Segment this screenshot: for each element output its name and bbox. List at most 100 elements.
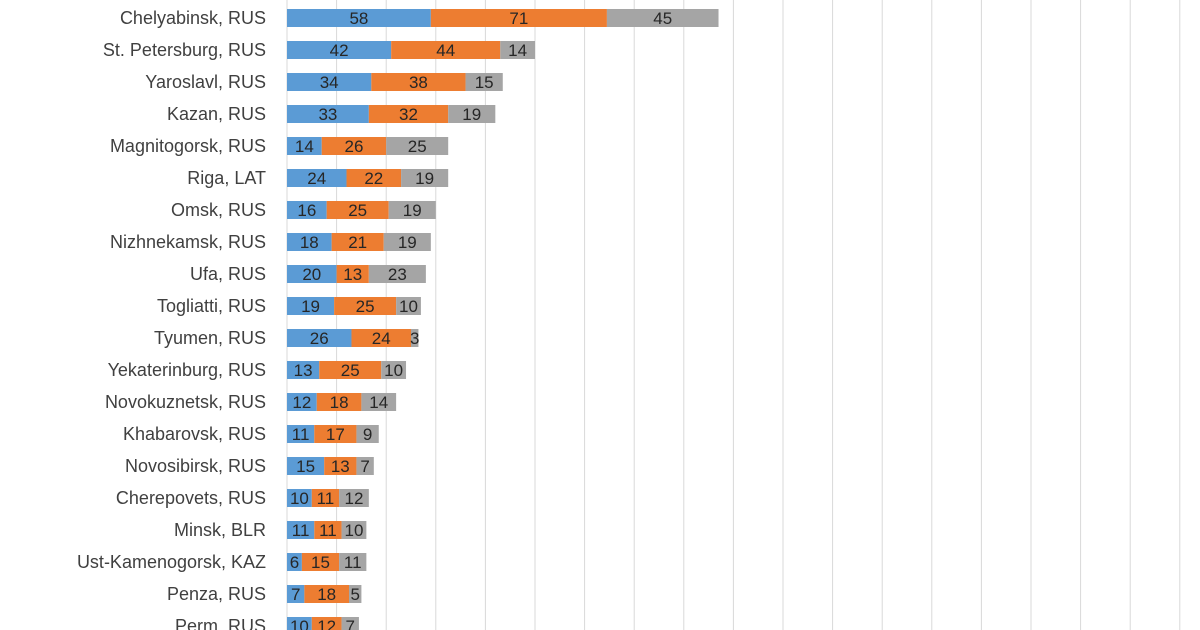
bar-segment [324,457,357,475]
data-label: 13 [343,265,362,284]
bar-segment [448,105,496,123]
bar-segment [287,265,337,283]
category-label: Yekaterinburg, RUS [108,360,266,380]
category-label: Novosibirsk, RUS [125,456,266,476]
data-label: 15 [311,553,330,572]
bar-segment [381,361,407,379]
category-label: Minsk, BLR [174,520,266,540]
bar-segment [287,73,372,91]
data-label: 32 [399,105,418,124]
bar-segment [346,169,402,187]
data-label: 13 [294,361,313,380]
bar-segment [396,297,421,315]
bar-segment [287,137,322,155]
category-label: Chelyabinsk, RUS [120,8,266,28]
bar-segment [430,9,607,27]
data-label: 58 [349,9,368,28]
data-label: 45 [653,9,672,28]
category-label: Togliatti, RUS [157,296,266,316]
data-label: 25 [348,201,367,220]
data-label: 19 [462,105,481,124]
data-label: 20 [302,265,321,284]
data-label: 10 [344,521,363,540]
category-label: Tyumen, RUS [154,328,266,348]
bar-segment [321,137,387,155]
data-label: 10 [290,489,309,508]
bar-segment [319,361,382,379]
bar-segment [304,585,349,603]
data-label: 17 [326,425,345,444]
data-label: 14 [295,137,314,156]
data-label: 15 [475,73,494,92]
bar-segment [287,521,315,539]
data-label: 24 [372,329,391,348]
data-label: 22 [364,169,383,188]
bar-segment [311,617,342,630]
bar-segment [287,489,312,507]
data-label: 12 [292,393,311,412]
data-label: 13 [331,457,350,476]
bar-segment [388,201,436,219]
bar-segment [316,393,362,411]
category-label: Perm, RUS [175,616,266,630]
data-label: 10 [384,361,403,380]
bar-segment [287,41,392,59]
data-label: 24 [307,169,326,188]
category-label: Yaroslavl, RUS [145,72,266,92]
bar-segment [500,41,535,59]
bar-segment [287,361,320,379]
bar-segment [391,41,501,59]
category-labels: Chelyabinsk, RUS St. Petersburg, RUS Yaros… [77,8,266,630]
bar-segment [287,457,325,475]
data-label: 23 [388,265,407,284]
data-label: 21 [348,233,367,252]
category-label: Cherepovets, RUS [116,488,266,508]
category-label: St. Petersburg, RUS [103,40,266,60]
data-label: 14 [369,393,388,412]
data-label: 19 [398,233,417,252]
bar-segment [314,521,342,539]
bar-segment [349,585,362,603]
bar-segment [356,457,374,475]
bar-segment [339,489,369,507]
bar-segment [371,73,466,91]
category-label: Khabarovsk, RUS [123,424,266,444]
data-label: 7 [346,617,355,630]
category-label: Penza, RUS [167,584,266,604]
bar-segment [465,73,503,91]
category-label: Magnitogorsk, RUS [110,136,266,156]
bar-segment [361,393,397,411]
data-label: 14 [508,41,527,60]
data-label: 26 [310,329,329,348]
category-label: Ust-Kamenogorsk, KAZ [77,552,266,572]
bar-segment [287,169,347,187]
bar-segment [411,329,419,347]
data-label: 18 [300,233,319,252]
data-label: 19 [415,169,434,188]
data-label: 71 [509,9,528,28]
bar-segment [301,553,340,571]
data-label: 15 [296,457,315,476]
data-label: 38 [409,73,428,92]
bar-segment [356,425,379,443]
bar-segment [326,201,389,219]
data-label: 33 [318,105,337,124]
data-label: 11 [319,521,337,540]
bar-segment [287,617,312,630]
bar-segment [287,553,302,571]
data-label: 18 [317,585,336,604]
data-label: 5 [350,585,359,604]
bar-segment [287,393,317,411]
bar-segment [311,489,340,507]
data-label: 25 [408,137,427,156]
category-label: Ufa, RUS [190,264,266,284]
data-label: 10 [290,617,309,630]
data-label: 9 [363,425,372,444]
data-label: 3 [410,329,419,348]
bar-segment [341,617,359,630]
bar-segment [287,425,315,443]
data-label: 11 [292,521,310,540]
data-label: 25 [356,297,375,316]
